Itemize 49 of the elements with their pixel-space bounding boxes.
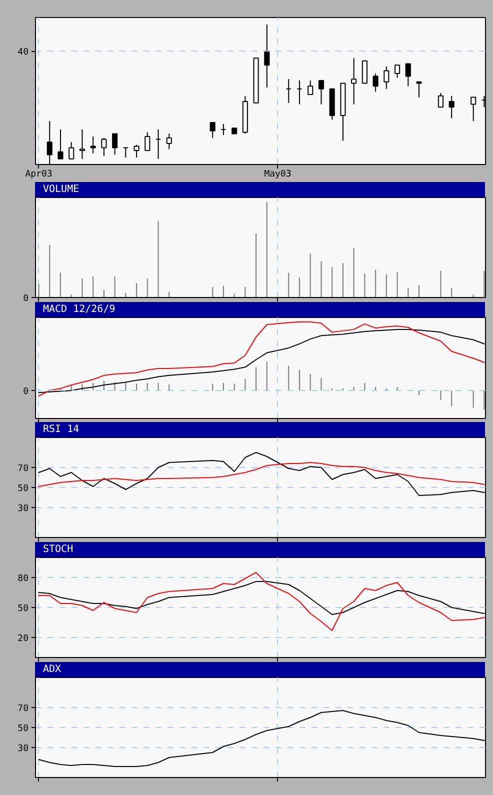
candlestick	[210, 122, 216, 138]
candlestick	[351, 58, 357, 105]
candlestick	[384, 66, 390, 90]
text: 40	[18, 48, 29, 58]
line-series	[38, 572, 485, 631]
candlestick	[448, 95, 454, 119]
candlestick	[166, 133, 172, 150]
candlestick	[416, 81, 422, 98]
candlestick	[79, 129, 85, 160]
candlestick	[405, 63, 411, 87]
y-tick-label: 20	[18, 634, 29, 644]
line-series	[38, 462, 485, 487]
chart-title: ADX	[43, 663, 62, 677]
chart-title: STOCH	[43, 543, 74, 557]
chart-title: MACD 12/26/9	[43, 303, 116, 317]
y-tick-label: 30	[18, 504, 29, 514]
candlestick	[134, 144, 140, 158]
candlestick	[155, 129, 162, 160]
x-tick-label: May03	[264, 170, 292, 180]
candlestick	[90, 136, 96, 154]
candlestick	[220, 123, 226, 136]
chart-title: RSI 14	[43, 423, 80, 437]
candlestick	[58, 129, 64, 160]
y-tick-label: 30	[18, 744, 29, 754]
candlestick	[318, 80, 324, 105]
candlestick	[372, 73, 378, 92]
candlestick	[296, 80, 302, 105]
candlestick	[112, 133, 118, 156]
candlestick	[438, 92, 444, 108]
ref-line-label: 0	[23, 387, 29, 398]
candlestick	[286, 78, 292, 104]
candlestick	[144, 132, 150, 151]
candlestick	[470, 96, 476, 122]
y-tick-label: 80	[18, 574, 29, 584]
y-tick-label: 70	[18, 464, 29, 474]
candlestick	[308, 80, 314, 95]
text: 0	[23, 294, 29, 304]
candlestick	[362, 60, 368, 84]
x-tick-label: Apr03	[25, 170, 52, 180]
y-tick-label: 50	[18, 724, 29, 734]
candlestick	[394, 64, 400, 78]
candlestick	[101, 137, 107, 157]
candlestick	[264, 24, 270, 88]
y-tick-label: 50	[18, 604, 29, 614]
chart-title: VOLUME	[43, 183, 80, 197]
y-tick-label: 50	[18, 484, 29, 494]
candlestick	[68, 142, 74, 160]
y-tick-label: 70	[18, 704, 29, 714]
candlestick	[122, 147, 128, 158]
